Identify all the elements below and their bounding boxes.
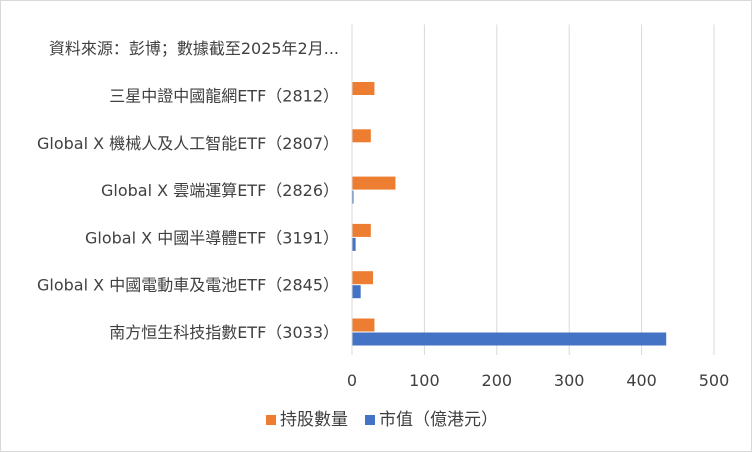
bar-holdings-count [352,82,375,95]
x-tick-label: 400 [626,371,657,390]
x-tick-label: 100 [409,371,440,390]
category-label: Global X 雲端運算ETF（2826） [101,181,339,200]
bar-holdings-count [352,318,375,332]
category-label: 三星中證中國龍網ETF（2812） [109,87,339,106]
bars [352,82,667,346]
bar-holdings-count [352,176,396,190]
bar-holdings-count [352,271,373,285]
legend-swatch-holdings [266,415,276,425]
legend-label-market-value: 市值（億港元） [379,410,498,430]
category-labels: 南方恒生科技指數ETF（3033） Global X 中國電動車及電池ETF（28… [37,39,339,342]
x-tick-labels: 0 100 200 300 400 500 [347,371,729,390]
x-tick-label: 500 [699,371,730,390]
category-label: Global X 中國電動車及電池ETF（2845） [37,276,339,295]
bar-holdings-count [352,129,371,143]
category-label: 南方恒生科技指數ETF（3033） [109,323,339,342]
x-tick-label: 300 [554,371,585,390]
bar-market-value [352,332,667,346]
legend-label-holdings: 持股數量 [280,410,348,430]
bar-market-value [352,190,354,204]
bar-market-value [352,237,356,251]
x-tick-label: 200 [482,371,513,390]
bar-holdings-count [352,223,371,237]
legend: 持股數量 市值（億港元） [266,410,498,430]
grid-lines [423,24,715,355]
x-tick-label: 0 [347,371,357,390]
legend-swatch-market-value [365,415,375,425]
category-label: Global X 機械人及人工智能ETF（2807） [37,134,339,153]
category-label: Global X 中國半導體ETF（3191） [85,228,339,247]
bar-market-value [352,285,361,299]
category-label: 資料來源：彭博；數據截至2025年2月... [49,39,339,58]
